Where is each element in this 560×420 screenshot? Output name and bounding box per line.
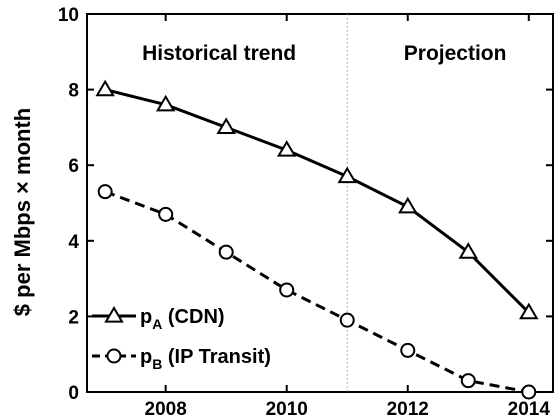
y-tick-label: 10 [58,5,79,26]
data-point [216,117,236,134]
ticks-layer: 2008 2010 2012 2014 0 2 4 6 8 10 [58,5,553,420]
y-tick-label: 0 [68,383,79,404]
x-tick-label: 2014 [508,399,551,420]
annotation-layer: Historical trend Projection [142,42,506,65]
plot-area-frame [86,13,554,393]
y-axis-label: $ per Mbps × month [10,108,35,316]
data-point [339,312,355,328]
data-point [398,196,418,214]
data-point [95,79,115,97]
series-layer [95,79,539,400]
y-tick-label: 6 [68,156,79,177]
series-line [104,190,530,394]
y-tick-label: 8 [68,81,79,102]
data-point [521,384,537,400]
data-point [155,94,176,112]
data-point [158,206,174,222]
legend: pA (CDN) pB (IP Transit) [92,306,271,372]
annotation-projection: Projection [404,42,507,65]
y-axis-label-group: $ per Mbps × month [10,108,35,316]
y-tick-label: 4 [68,232,79,253]
x-tick-label: 2008 [145,399,187,420]
annotation-historical-trend: Historical trend [142,42,296,65]
legend-item-pb-ip-transit: pB (IP Transit) [92,346,271,372]
series-line [104,88,530,314]
x-tick-label: 2010 [266,399,308,420]
legend-label: pB (IP Transit) [140,346,271,372]
data-point [279,282,295,298]
y-tick-label: 2 [68,307,79,328]
data-point [218,244,234,260]
data-point [97,184,113,200]
legend-marker [106,348,122,364]
data-point [458,242,479,259]
legend-label: pA (CDN) [140,306,225,332]
data-point [276,140,297,157]
series-pb-ip-transit [97,184,537,400]
data-point [460,373,476,389]
series-pa-cdn [95,79,539,320]
legend-item-pa-cdn: pA (CDN) [92,306,225,332]
legend-marker [104,306,124,323]
data-point [337,166,357,184]
data-point [519,302,539,320]
data-point [400,342,416,358]
x-tick-label: 2012 [387,399,429,420]
